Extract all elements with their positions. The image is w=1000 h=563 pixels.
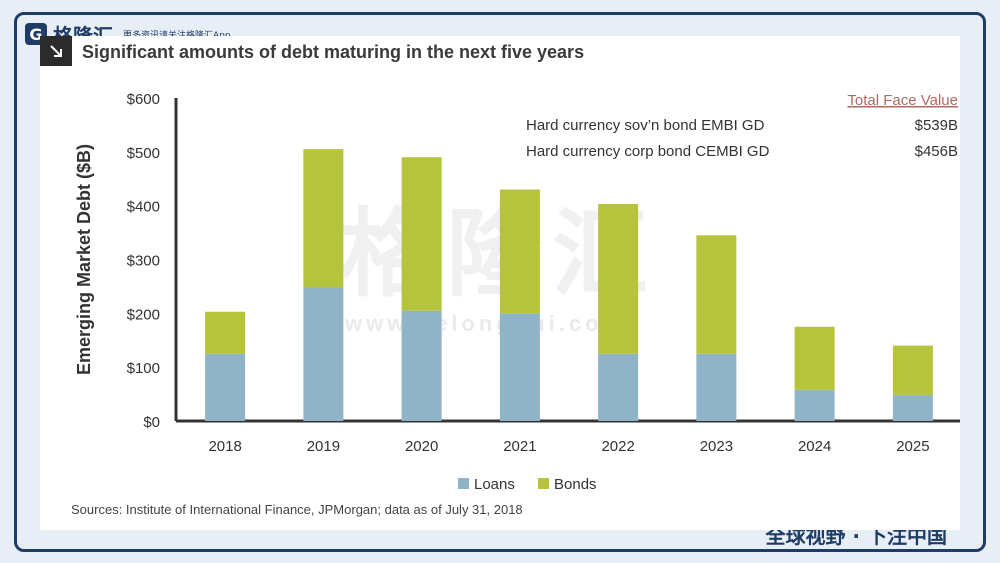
y-tick-label: $600: [127, 91, 160, 108]
x-tick-label: 2021: [503, 438, 536, 455]
bar-bonds-2019: [303, 149, 344, 288]
bar-loans-2018: [205, 353, 246, 421]
legend-label-bonds: Bonds: [554, 476, 597, 493]
bar-loans-2019: [303, 287, 344, 421]
watermark: 格隆汇: [340, 198, 658, 310]
chart-panel: Significant amounts of debt maturing in …: [40, 36, 960, 530]
bar-bonds-2025: [892, 345, 933, 396]
bar-loans-2024: [794, 389, 835, 421]
y-tick-label: $100: [127, 360, 160, 377]
source-note: Sources: Institute of International Fina…: [71, 502, 523, 517]
bar-loans-2021: [499, 313, 540, 421]
y-tick-label: $200: [127, 306, 160, 323]
bar-loans-2023: [696, 353, 737, 421]
bar-bonds-2018: [205, 311, 246, 354]
bar-bonds-2023: [696, 235, 737, 354]
annotation-label: Hard currency sov’n bond EMBI GD: [526, 117, 765, 134]
y-tick-label: $400: [127, 199, 160, 216]
brand-tagline: 更多资讯请关注格隆汇App: [123, 28, 231, 41]
bar-loans-2020: [401, 310, 442, 421]
bar-chart: $0 $100 $200 $300 $400 $500 $600 Emerging Marke…: [74, 91, 960, 493]
x-tick-label: 2018: [208, 438, 241, 455]
legend-swatch-bonds: [538, 478, 549, 489]
bar-bonds-2020: [401, 157, 442, 311]
annotation-value: $456B: [915, 143, 958, 160]
annotation-header: Total Face Value: [847, 92, 958, 109]
legend-label-loans: Loans: [474, 476, 515, 493]
legend-swatch-loans: [458, 478, 469, 489]
x-tick-label: 2023: [700, 438, 733, 455]
bar-bonds-2022: [598, 204, 639, 354]
bar-bonds-2021: [499, 189, 540, 314]
x-tick-label: 2025: [896, 438, 929, 455]
y-tick-label: $300: [127, 253, 160, 270]
x-tick-label: 2022: [601, 438, 634, 455]
y-tick-label: $500: [127, 145, 160, 162]
arrow-icon: [40, 36, 72, 66]
watermark-url: www.gelonghui.com: [345, 311, 627, 336]
y-axis-label: Emerging Market Debt ($B): [74, 144, 94, 375]
y-tick-label: $0: [143, 414, 160, 431]
bar-loans-2025: [892, 395, 933, 421]
annotation-label: Hard currency corp bond CEMBI GD: [526, 143, 770, 160]
x-tick-label: 2024: [798, 438, 831, 455]
chart-title: Significant amounts of debt maturing in …: [82, 42, 585, 62]
x-tick-label: 2020: [405, 438, 438, 455]
bar-bonds-2024: [794, 326, 835, 390]
x-tick-label: 2019: [307, 438, 340, 455]
bar-loans-2022: [598, 353, 639, 421]
annotation-value: $539B: [915, 117, 958, 134]
